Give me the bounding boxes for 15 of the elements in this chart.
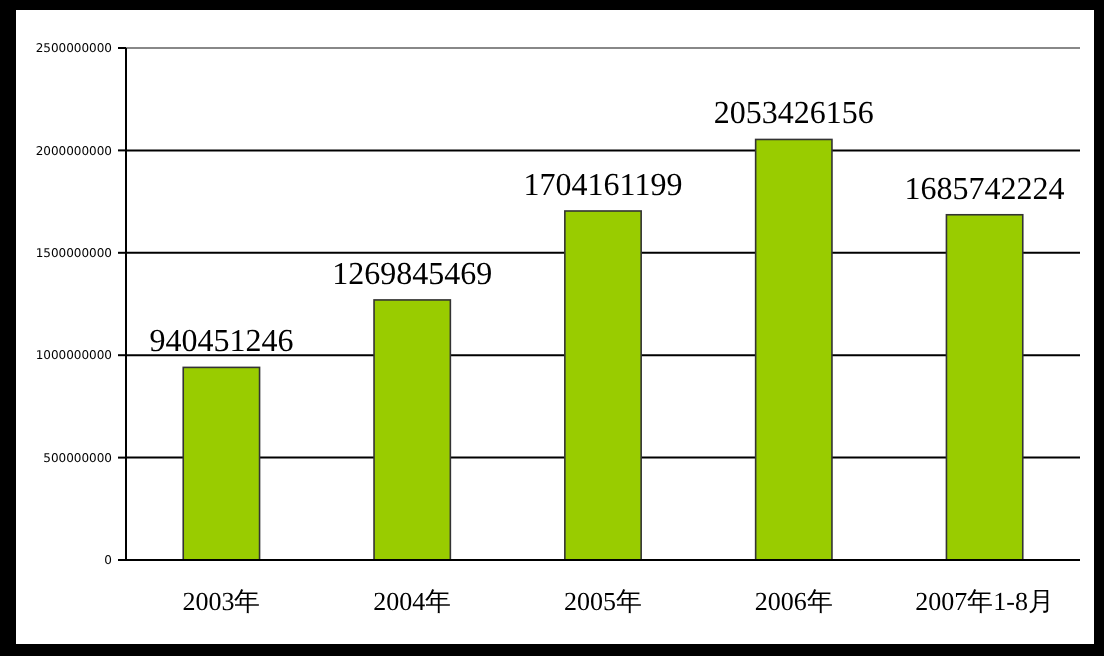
bar — [564, 210, 642, 561]
x-tick-label: 2006年 — [754, 586, 833, 616]
data-label: 1269845469 — [332, 257, 493, 292]
x-tick-label: 2003年 — [182, 586, 261, 616]
data-label: 1704161199 — [523, 168, 683, 203]
x-tick-label: 2007年1-8月 — [915, 586, 1054, 616]
x-tick-label: 2005年 — [564, 586, 642, 616]
bar — [945, 213, 1024, 561]
bar — [754, 138, 833, 561]
bar — [373, 299, 452, 561]
data-label: 2053426156 — [713, 97, 874, 132]
data-label: 1685742224 — [904, 172, 1065, 207]
x-tick-label: 2004年 — [373, 586, 452, 616]
data-label: 940451246 — [149, 325, 294, 360]
bar — [182, 366, 261, 561]
